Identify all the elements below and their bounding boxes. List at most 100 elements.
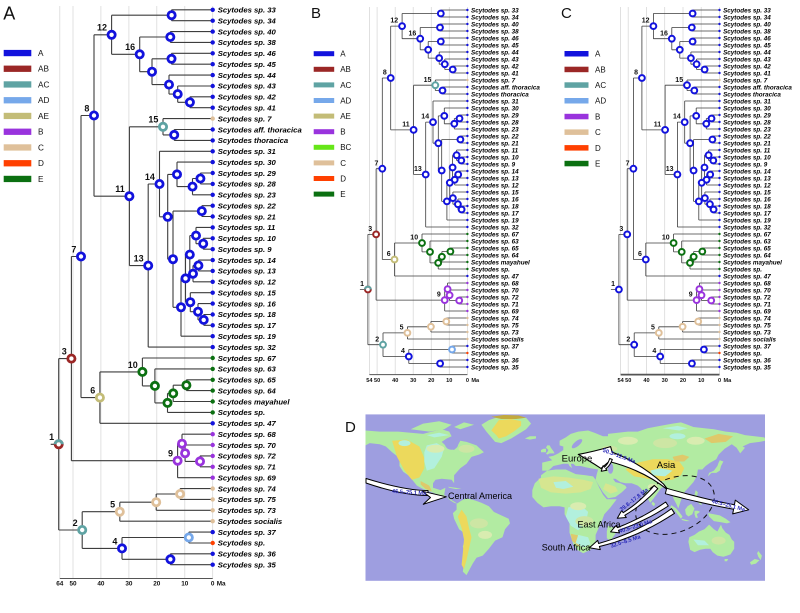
svg-text:20: 20 xyxy=(428,378,434,384)
svg-text:AD: AD xyxy=(38,96,49,105)
svg-text:Scytodes sp. 28: Scytodes sp. 28 xyxy=(218,180,277,189)
svg-text:Scytodes sp. 30: Scytodes sp. 30 xyxy=(471,105,519,112)
svg-text:10: 10 xyxy=(410,235,418,242)
svg-text:1: 1 xyxy=(611,281,615,288)
svg-text:4: 4 xyxy=(401,348,405,355)
svg-text:Scytodes sp. 22: Scytodes sp. 22 xyxy=(218,201,277,210)
svg-text:16: 16 xyxy=(125,42,135,52)
svg-text:Scytodes sp. 34: Scytodes sp. 34 xyxy=(471,14,519,21)
svg-text:6: 6 xyxy=(638,251,642,258)
svg-text:50: 50 xyxy=(374,378,380,384)
svg-text:Scytodes mayahuel: Scytodes mayahuel xyxy=(218,397,291,406)
svg-text:Scytodes sp. 46: Scytodes sp. 46 xyxy=(471,35,519,42)
svg-text:Scytodes sp. 40: Scytodes sp. 40 xyxy=(471,21,519,28)
svg-text:46.5–25.1 Ma: 46.5–25.1 Ma xyxy=(392,489,427,497)
svg-text:40: 40 xyxy=(643,378,649,384)
svg-text:14: 14 xyxy=(673,114,681,121)
svg-text:Scytodes socialis: Scytodes socialis xyxy=(218,517,283,526)
svg-text:Scytodes sp. 67: Scytodes sp. 67 xyxy=(471,231,519,238)
svg-text:Scytodes sp. 43: Scytodes sp. 43 xyxy=(471,56,519,63)
svg-text:Scytodes mayahuel: Scytodes mayahuel xyxy=(723,259,782,266)
svg-text:Scytodes sp. 14: Scytodes sp. 14 xyxy=(723,168,771,175)
svg-text:South Africa: South Africa xyxy=(542,543,591,553)
svg-text:Scytodes sp. 21: Scytodes sp. 21 xyxy=(723,140,771,147)
svg-text:10: 10 xyxy=(662,235,670,242)
svg-text:7: 7 xyxy=(374,160,378,167)
svg-text:Scytodes sp. 11: Scytodes sp. 11 xyxy=(218,223,276,232)
svg-text:Scytodes sp. 31: Scytodes sp. 31 xyxy=(218,147,276,156)
svg-text:Scytodes sp.: Scytodes sp. xyxy=(471,350,510,357)
svg-text:Scytodes sp. 17: Scytodes sp. 17 xyxy=(218,321,277,330)
svg-text:8: 8 xyxy=(84,103,89,113)
svg-text:Scytodes sp. 73: Scytodes sp. 73 xyxy=(723,329,771,336)
svg-text:Scytodes sp. 74: Scytodes sp. 74 xyxy=(218,484,277,493)
svg-text:Scytodes sp. 42: Scytodes sp. 42 xyxy=(723,63,771,70)
svg-text:Scytodes sp. 30: Scytodes sp. 30 xyxy=(723,105,771,112)
svg-text:Scytodes sp. 43: Scytodes sp. 43 xyxy=(723,56,771,63)
svg-text:Scytodes sp. 44: Scytodes sp. 44 xyxy=(471,49,519,56)
svg-text:14: 14 xyxy=(421,114,429,121)
svg-text:BC: BC xyxy=(340,143,351,152)
svg-text:Scytodes sp. 47: Scytodes sp. 47 xyxy=(471,273,519,280)
svg-text:Scytodes sp.: Scytodes sp. xyxy=(723,266,762,273)
svg-text:AC: AC xyxy=(38,81,49,90)
svg-text:Scytodes sp.: Scytodes sp. xyxy=(471,266,510,273)
svg-text:Scytodes sp. 71: Scytodes sp. 71 xyxy=(218,463,276,472)
svg-text:D: D xyxy=(595,144,601,153)
svg-text:15: 15 xyxy=(424,77,432,84)
svg-text:6: 6 xyxy=(387,251,391,258)
svg-text:Scytodes sp. 31: Scytodes sp. 31 xyxy=(723,98,771,105)
svg-text:Scytodes sp. 18: Scytodes sp. 18 xyxy=(218,310,277,319)
svg-text:Scytodes sp. 33: Scytodes sp. 33 xyxy=(471,7,519,14)
svg-text:Scytodes sp. 31: Scytodes sp. 31 xyxy=(471,98,519,105)
svg-text:A: A xyxy=(595,50,601,59)
svg-text:7: 7 xyxy=(626,160,630,167)
svg-text:Scytodes sp. 11: Scytodes sp. 11 xyxy=(723,147,771,154)
svg-text:Scytodes sp. 34: Scytodes sp. 34 xyxy=(218,17,277,26)
svg-text:AB: AB xyxy=(595,65,606,74)
svg-text:Scytodes sp. 23: Scytodes sp. 23 xyxy=(723,126,771,133)
svg-text:3: 3 xyxy=(368,226,372,233)
svg-text:30: 30 xyxy=(410,378,416,384)
svg-text:12: 12 xyxy=(642,18,650,25)
svg-text:Scytodes sp. 28: Scytodes sp. 28 xyxy=(723,119,771,126)
svg-text:Scytodes sp. 13: Scytodes sp. 13 xyxy=(471,175,519,182)
svg-text:Scytodes sp. 38: Scytodes sp. 38 xyxy=(218,38,277,47)
svg-text:Scytodes sp.: Scytodes sp. xyxy=(218,408,265,417)
svg-text:13: 13 xyxy=(134,254,144,264)
svg-text:Scytodes sp. 65: Scytodes sp. 65 xyxy=(218,376,277,385)
svg-text:AC: AC xyxy=(595,81,606,90)
svg-text:Scytodes aff. thoracica: Scytodes aff. thoracica xyxy=(723,84,792,91)
svg-text:Scytodes socialis: Scytodes socialis xyxy=(723,336,776,343)
svg-text:Scytodes sp. 73: Scytodes sp. 73 xyxy=(218,506,277,515)
svg-text:Scytodes sp. 69: Scytodes sp. 69 xyxy=(218,474,277,483)
svg-text:Scytodes sp. 11: Scytodes sp. 11 xyxy=(471,147,519,154)
svg-text:2: 2 xyxy=(626,336,630,343)
svg-text:Scytodes sp. 17: Scytodes sp. 17 xyxy=(723,210,771,217)
svg-text:Scytodes sp. 37: Scytodes sp. 37 xyxy=(218,528,277,537)
svg-text:Scytodes sp. 40: Scytodes sp. 40 xyxy=(723,21,771,28)
svg-text:B: B xyxy=(311,5,321,22)
svg-text:15: 15 xyxy=(148,115,158,125)
svg-text:54: 54 xyxy=(617,378,624,384)
svg-text:2: 2 xyxy=(73,518,78,528)
svg-text:Scytodes sp. 32: Scytodes sp. 32 xyxy=(471,224,519,231)
svg-text:8: 8 xyxy=(383,70,387,77)
svg-text:Scytodes sp. 10: Scytodes sp. 10 xyxy=(471,154,519,161)
svg-text:Ma: Ma xyxy=(217,581,226,588)
svg-text:East Africa: East Africa xyxy=(577,520,620,530)
svg-text:Central America: Central America xyxy=(448,491,512,501)
svg-text:14: 14 xyxy=(145,172,155,182)
svg-text:Scytodes sp. 65: Scytodes sp. 65 xyxy=(471,245,519,252)
svg-text:Scytodes sp. 75: Scytodes sp. 75 xyxy=(218,495,277,504)
svg-text:Scytodes sp. 47: Scytodes sp. 47 xyxy=(723,273,771,280)
svg-text:4: 4 xyxy=(652,348,656,355)
svg-text:Scytodes sp. 38: Scytodes sp. 38 xyxy=(723,28,771,35)
svg-text:Scytodes sp. 7: Scytodes sp. 7 xyxy=(218,114,273,123)
svg-text:Scytodes sp. 71: Scytodes sp. 71 xyxy=(471,301,519,308)
svg-text:Scytodes sp. 32: Scytodes sp. 32 xyxy=(218,343,277,352)
svg-text:B: B xyxy=(38,128,44,137)
svg-text:Scytodes sp. 37: Scytodes sp. 37 xyxy=(471,343,519,350)
svg-text:A: A xyxy=(38,49,44,58)
svg-text:54: 54 xyxy=(366,378,373,384)
